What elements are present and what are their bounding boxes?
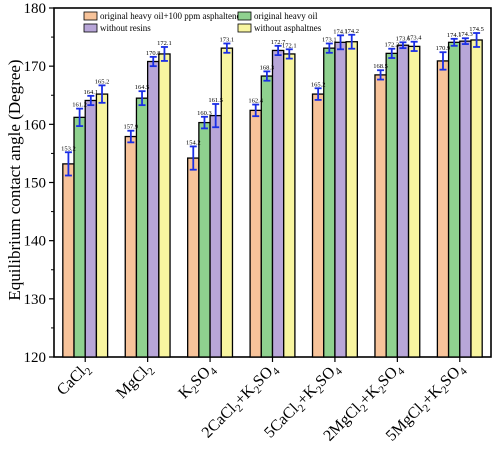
legend-swatch (83, 11, 98, 21)
data-label: 170.8 (146, 50, 161, 57)
x-category-label: MgCl2 (113, 360, 157, 404)
bar (470, 39, 483, 358)
data-label: 174.1 (333, 28, 348, 35)
bar (95, 93, 109, 358)
data-label: 172.1 (157, 40, 172, 47)
data-label: 161.2 (72, 102, 87, 109)
bar (209, 114, 222, 358)
data-label: 154.2 (186, 139, 201, 146)
y-tick-label: 120 (24, 350, 47, 366)
data-label: 174.1 (447, 32, 462, 39)
legend-swatch (237, 23, 252, 33)
data-label: 164.1 (84, 89, 99, 96)
data-label: 173.4 (407, 35, 422, 42)
y-tick-label: 130 (24, 292, 47, 308)
data-label: 153.2 (61, 145, 76, 152)
bar (334, 41, 347, 358)
bar (135, 97, 149, 358)
bar (62, 163, 75, 358)
bar (311, 93, 325, 358)
data-label: 172.7 (271, 39, 286, 46)
value-labels: 153.2 161.2 164.1 165.2 157.9 164.5 170.8 172.1… (61, 26, 484, 152)
bar (146, 60, 160, 358)
legend: original heavy oil+100 ppm asphaltenes or… (83, 11, 322, 33)
data-label: 172.1 (282, 42, 297, 49)
bar (447, 41, 461, 358)
bar (323, 47, 336, 358)
bar (84, 99, 98, 358)
bar (198, 121, 211, 358)
bar (436, 60, 450, 358)
data-label: 164.5 (135, 84, 150, 91)
x-category-label: CaCl2 (54, 360, 95, 401)
data-label: 170.9 (436, 45, 451, 52)
bar (374, 74, 387, 358)
y-ticks: 120 130 140 150 160 170 180 (24, 1, 461, 366)
y-tick-label: 170 (24, 59, 47, 75)
error-bars (64, 32, 481, 177)
bar (283, 53, 296, 358)
data-label: 160.3 (197, 110, 212, 117)
data-label: 157.9 (124, 124, 139, 131)
bar (407, 45, 421, 358)
bar (220, 47, 234, 358)
bar (158, 53, 171, 358)
bar (187, 157, 200, 358)
data-label: 174.5 (469, 26, 484, 33)
bar (73, 116, 86, 358)
data-label: 173.1 (322, 36, 337, 43)
data-label: 173.1 (220, 36, 235, 43)
y-tick-label: 160 (24, 117, 47, 133)
bar (271, 49, 285, 358)
legend-label: without resins (100, 23, 151, 33)
bar (345, 41, 358, 358)
data-label: 165.2 (95, 78, 110, 85)
bar (260, 75, 274, 358)
bar (385, 52, 399, 358)
legend-label: original heavy oil (254, 11, 318, 21)
data-label: 174.3 (458, 31, 473, 38)
legend-swatch (83, 23, 98, 33)
x-category-label: K2SO4 (175, 359, 220, 404)
legend-swatch (237, 11, 252, 21)
legend-label: original heavy oil+100 ppm asphaltenes (100, 11, 245, 21)
bar (396, 44, 410, 358)
x-category-labels: CaCl2 MgCl2K2SO42CaCl2+K2SO45CaCl2+K2SO42… (54, 359, 470, 444)
data-label: 172.2 (384, 42, 399, 49)
data-label: 168.3 (260, 64, 275, 71)
bars (62, 39, 483, 358)
data-label: 161.5 (208, 97, 223, 104)
data-label: 162.4 (248, 98, 263, 105)
data-label: 165.2 (311, 81, 326, 88)
y-tick-label: 150 (24, 176, 47, 192)
y-tick-label: 180 (24, 1, 47, 17)
y-tick-label: 140 (24, 234, 47, 250)
data-label: 174.2 (344, 28, 359, 35)
bar (249, 109, 262, 358)
legend-label: without asphaltnes (254, 23, 322, 33)
bar (124, 135, 138, 358)
data-label: 168.5 (373, 63, 388, 70)
data-label: 173.6 (396, 35, 411, 42)
bar (459, 40, 472, 358)
y-axis-title: Equilibrium contact angle (Degree) (5, 59, 24, 300)
